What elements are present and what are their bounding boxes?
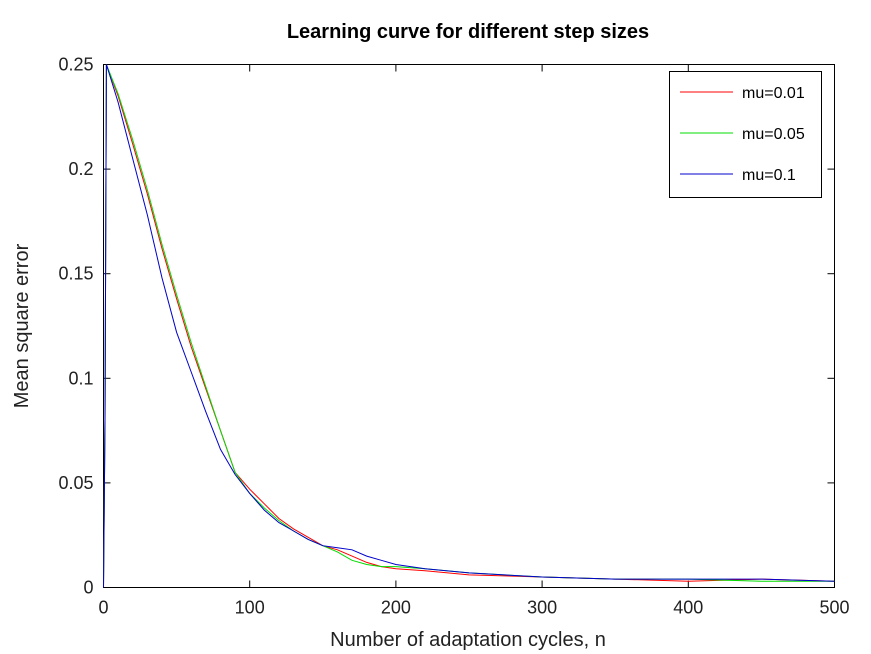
legend-label-2: mu=0.05 bbox=[742, 126, 805, 143]
series-line-1 bbox=[103, 64, 835, 588]
series-group bbox=[103, 64, 835, 588]
legend-label-1: mu=0.01 bbox=[742, 85, 805, 102]
y-tick-label: 0.15 bbox=[58, 264, 93, 284]
x-tick-label: 200 bbox=[381, 598, 411, 618]
x-tick-label: 400 bbox=[673, 598, 703, 618]
x-tick-label: 300 bbox=[527, 598, 557, 618]
x-tick-label: 500 bbox=[819, 598, 849, 618]
x-tick-label: 100 bbox=[235, 598, 265, 618]
x-axis-ticks: 0 100 200 300 400 500 bbox=[98, 64, 850, 618]
plot-frame bbox=[103, 64, 835, 588]
y-axis-ticks: 0 0.05 0.1 0.15 0.2 0.25 bbox=[58, 55, 835, 598]
series-line-3 bbox=[103, 64, 835, 588]
legend-label-3: mu=0.1 bbox=[742, 167, 796, 184]
y-tick-label: 0.2 bbox=[68, 159, 93, 179]
x-axis-label: Number of adaptation cycles, n bbox=[330, 629, 606, 651]
y-tick-label: 0.1 bbox=[68, 368, 93, 388]
legend: mu=0.01 mu=0.05 mu=0.1 bbox=[669, 71, 822, 198]
x-tick-label: 0 bbox=[98, 598, 108, 618]
y-tick-label: 0.25 bbox=[58, 55, 93, 75]
y-tick-label: 0 bbox=[83, 578, 93, 598]
plot-area bbox=[103, 64, 835, 588]
y-tick-label: 0.05 bbox=[58, 473, 93, 493]
chart-title: Learning curve for different step sizes bbox=[287, 21, 649, 43]
y-axis-label: Mean square error bbox=[11, 243, 33, 408]
